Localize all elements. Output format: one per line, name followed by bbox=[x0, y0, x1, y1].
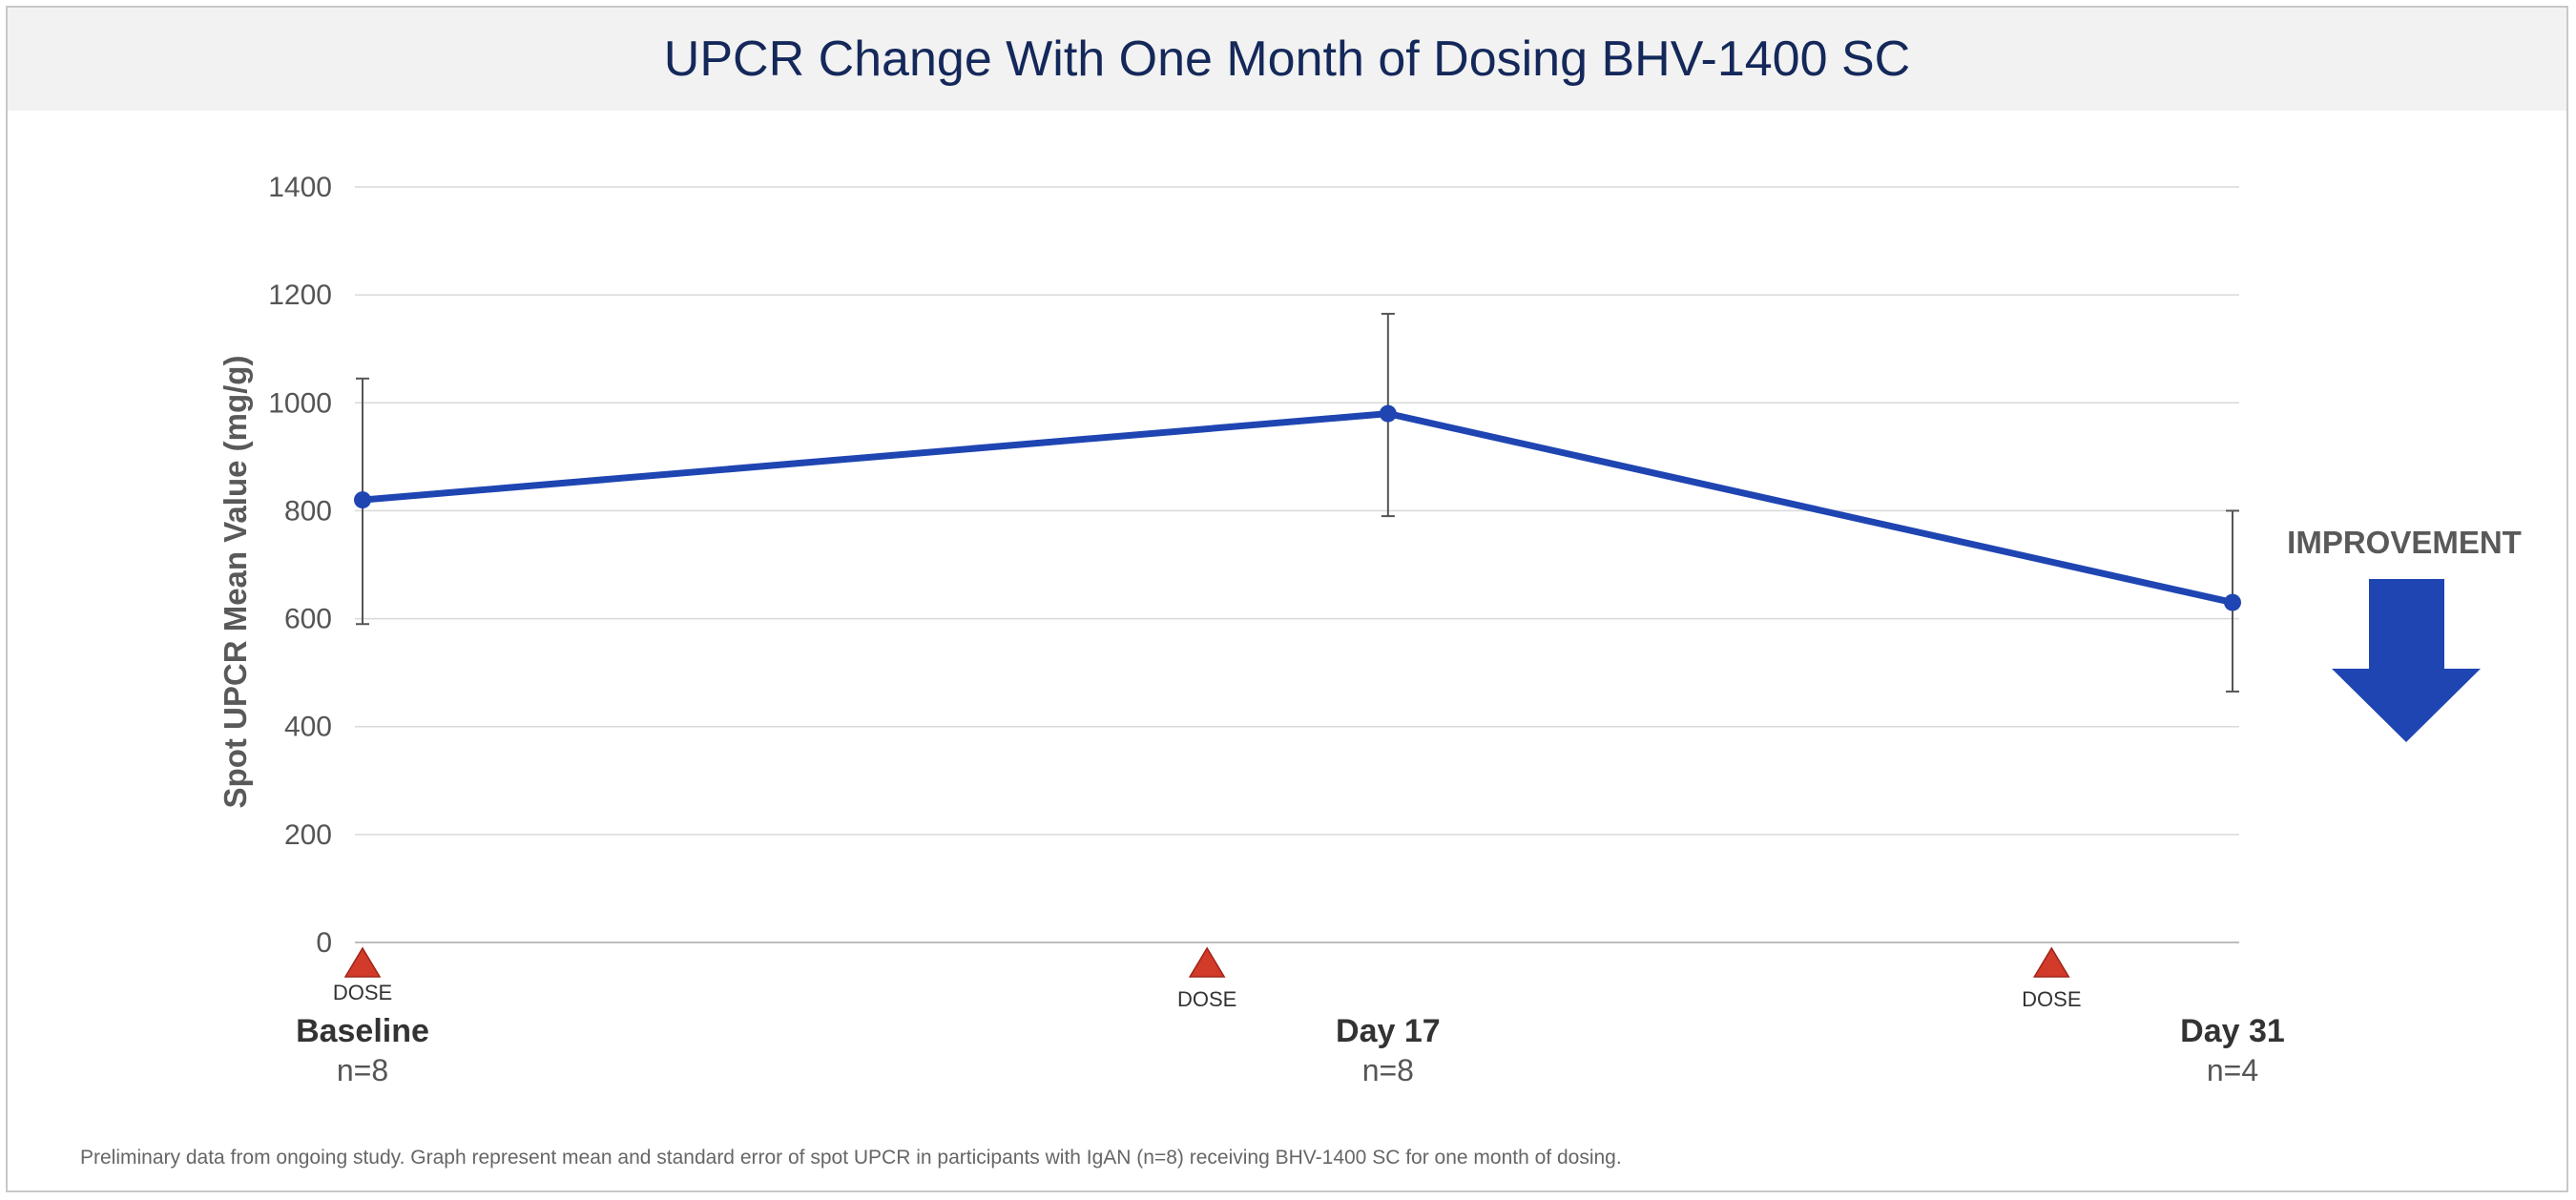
y-tick-label: 600 bbox=[284, 604, 332, 635]
y-tick-label: 1400 bbox=[268, 172, 332, 203]
y-tick-label: 200 bbox=[284, 819, 332, 851]
dose-marker-icon bbox=[343, 946, 382, 978]
x-category-label: Baseline bbox=[296, 1013, 429, 1049]
footnote: Preliminary data from ongoing study. Gra… bbox=[80, 1147, 1622, 1169]
x-category-label: Day 31 bbox=[2180, 1013, 2285, 1049]
y-tick-label: 400 bbox=[284, 712, 332, 743]
data-point bbox=[1379, 404, 1397, 423]
dose-label: DOSE bbox=[1177, 987, 1236, 1011]
chart-frame: UPCR Change With One Month of Dosing BHV… bbox=[6, 6, 2568, 1192]
y-tick-label: 1000 bbox=[268, 387, 332, 419]
dose-marker-icon bbox=[1188, 946, 1226, 978]
dose-marker-icon bbox=[2032, 946, 2070, 978]
x-category-label: Day 17 bbox=[1336, 1013, 1441, 1049]
n-label: n=8 bbox=[1362, 1053, 1414, 1087]
y-tick-label: 0 bbox=[316, 927, 332, 959]
y-tick-label: 800 bbox=[284, 495, 332, 527]
down-arrow-icon bbox=[2332, 579, 2481, 742]
n-label: n=8 bbox=[337, 1053, 388, 1087]
dose-label: DOSE bbox=[333, 981, 392, 1004]
dose-label: DOSE bbox=[2022, 987, 2081, 1011]
chart-title: UPCR Change With One Month of Dosing BHV… bbox=[663, 31, 1911, 87]
series-line bbox=[362, 410, 2233, 607]
data-point bbox=[354, 491, 371, 509]
data-point bbox=[2224, 593, 2241, 611]
improvement-label: IMPROVEMENT bbox=[2287, 525, 2522, 560]
title-bar: UPCR Change With One Month of Dosing BHV… bbox=[8, 8, 2566, 111]
n-label: n=4 bbox=[2207, 1053, 2258, 1087]
y-tick-label: 1200 bbox=[268, 279, 332, 311]
y-axis-label: Spot UPCR Mean Value (mg/g) bbox=[218, 356, 253, 809]
